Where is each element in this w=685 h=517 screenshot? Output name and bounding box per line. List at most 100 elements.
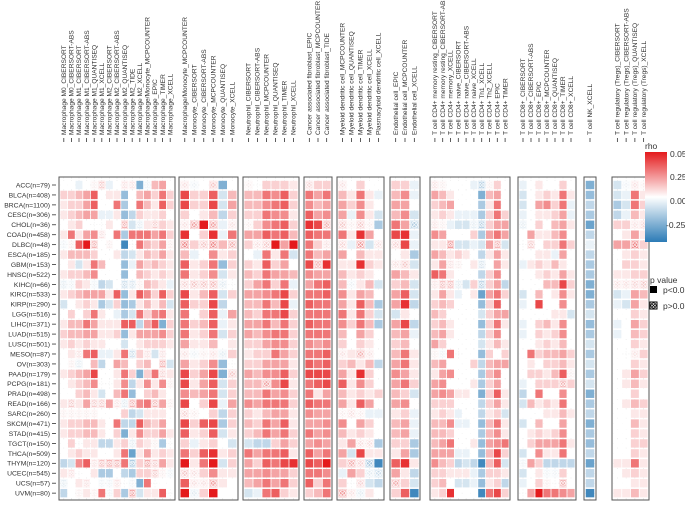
- heatmap-cell: [454, 459, 462, 468]
- heatmap-cell: [83, 290, 90, 299]
- heatmap-cell-nonsignificant: [199, 280, 208, 289]
- heatmap-cell: [439, 439, 447, 448]
- heatmap-cell: [60, 349, 68, 359]
- heatmap-cell: [60, 319, 68, 329]
- heatmap-cell: [400, 270, 410, 279]
- heatmap-cell: [347, 399, 356, 408]
- heatmap-cell: [447, 270, 454, 279]
- heatmap-cell: [585, 200, 595, 210]
- heatmap-cell-nonsignificant: [347, 409, 356, 418]
- heatmap-cell: [622, 459, 631, 468]
- heatmap-cell: [253, 379, 262, 388]
- heatmap-cell: [478, 250, 486, 259]
- heatmap-cell: [493, 290, 501, 299]
- heatmap-cell: [527, 180, 535, 190]
- heatmap-cell: [613, 439, 622, 448]
- heatmap-cell-nonsignificant: [431, 349, 439, 359]
- heatmap-cell-nonsignificant: [90, 280, 98, 289]
- heatmap-cell: [470, 250, 478, 259]
- heatmap-cell: [630, 270, 639, 279]
- heatmap-cell: [439, 190, 447, 200]
- heatmap-cell: [493, 389, 501, 398]
- heatmap-cell-nonsignificant: [365, 220, 374, 229]
- heatmap-cell: [144, 389, 151, 398]
- heatmap-cell: [439, 459, 447, 468]
- heatmap-cell: [121, 230, 128, 239]
- row-label: THCA(n=509): [8, 451, 50, 458]
- heatmap-cell: [90, 260, 98, 269]
- heatmap-cell: [462, 409, 470, 418]
- heatmap-cell: [543, 439, 551, 448]
- heatmap-cell: [410, 270, 419, 279]
- heatmap-cell: [68, 479, 75, 488]
- heatmap-cell: [253, 190, 262, 200]
- heatmap-cell: [106, 419, 113, 428]
- heatmap-cell: [519, 419, 527, 428]
- heatmap-cell: [365, 319, 374, 329]
- heatmap-cell-nonsignificant: [166, 439, 174, 448]
- heatmap-cell: [486, 280, 493, 289]
- heatmap-cell: [98, 300, 106, 309]
- heatmap-cell: [314, 369, 322, 379]
- heatmap-cell: [374, 379, 383, 388]
- heatmap-cell: [519, 329, 527, 339]
- heatmap-cell: [613, 300, 622, 309]
- heatmap-cell: [365, 250, 374, 259]
- heatmap-cell: [447, 310, 454, 319]
- heatmap-cell: [106, 290, 113, 299]
- heatmap-cell: [271, 439, 280, 448]
- heatmap-cell: [374, 260, 383, 269]
- heatmap-cell: [431, 439, 439, 448]
- heatmap-cell-nonsignificant: [356, 439, 365, 448]
- heatmap-cell: [431, 319, 439, 329]
- heatmap-cell: [90, 389, 98, 398]
- heatmap-cell: [121, 349, 128, 359]
- heatmap-cell: [365, 230, 374, 239]
- heatmap-cell: [356, 379, 365, 388]
- heatmap-cell: [83, 180, 90, 190]
- heatmap-cell: [559, 310, 567, 319]
- heatmap-cell: [447, 369, 454, 379]
- panel-frame: [336, 176, 385, 501]
- heatmap-cell: [322, 280, 331, 289]
- heatmap-cell: [535, 200, 543, 210]
- heatmap-cell: [228, 479, 237, 488]
- heatmap-cell: [486, 250, 493, 259]
- heatmap-cell-nonsignificant: [106, 488, 113, 498]
- heatmap-cell: [151, 379, 159, 388]
- row-labels: ACC(n=79)BLCA(n=408)BRCA(n=1100)CESC(n=3…: [4, 182, 56, 498]
- heatmap-cell: [559, 220, 567, 229]
- heatmap-cell: [622, 260, 631, 269]
- heatmap-cell: [486, 210, 493, 220]
- heatmap-cell: [253, 280, 262, 289]
- column-label: Myeloid dendritic cell_QUANTISEQ: [349, 31, 356, 135]
- column-label: T cell CD4+ naive_CIBERSORT-ABS: [463, 25, 470, 135]
- heatmap-cell-nonsignificant: [68, 280, 75, 289]
- heatmap-cell: [470, 389, 478, 398]
- heatmap-cell: [447, 488, 454, 498]
- row-label: TGCT(n=150): [8, 441, 50, 448]
- heatmap-cell: [289, 339, 298, 349]
- heatmap-cell: [567, 200, 575, 210]
- heatmap-cell: [228, 300, 237, 309]
- heatmap-cell: [622, 419, 631, 428]
- heatmap-cell: [106, 210, 113, 220]
- heatmap-cell: [159, 260, 166, 269]
- heatmap-cell: [486, 359, 493, 369]
- heatmap-cell: [535, 339, 543, 349]
- heatmap-cell: [567, 419, 575, 428]
- heatmap-cell-nonsignificant: [106, 240, 113, 249]
- heatmap-cell-nonsignificant: [431, 280, 439, 289]
- heatmap-cell: [75, 459, 83, 468]
- heatmap-cell: [551, 488, 559, 498]
- heatmap-cell: [551, 319, 559, 329]
- heatmap-cell-nonsignificant: [347, 488, 356, 498]
- heatmap-cell: [535, 319, 543, 329]
- heatmap-cell-nonsignificant: [356, 349, 365, 359]
- heatmap-cell: [244, 329, 253, 339]
- heatmap-cell: [374, 220, 383, 229]
- heatmap-cell: [106, 319, 113, 329]
- heatmap-cell: [180, 379, 189, 388]
- heatmap-cell: [68, 180, 75, 190]
- heatmap-cell: [543, 260, 551, 269]
